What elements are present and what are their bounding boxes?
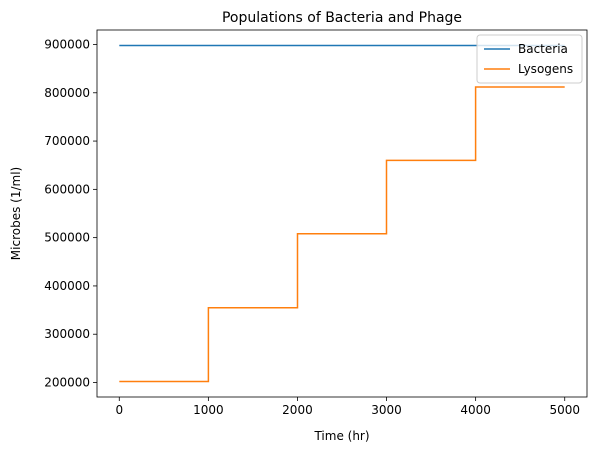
x-tick-label: 3000	[371, 403, 402, 417]
x-tick-label: 4000	[460, 403, 491, 417]
x-tick-label: 1000	[193, 403, 224, 417]
legend-box	[476, 34, 583, 84]
x-axis-label: Time (hr)	[313, 429, 369, 443]
legend: Bacteria Lysogens	[476, 34, 583, 84]
y-tick-label: 200000	[44, 376, 90, 390]
y-tick-label: 900000	[44, 37, 90, 51]
legend-label-lysogens: Lysogens	[518, 62, 573, 76]
x-tick-label: 2000	[282, 403, 313, 417]
y-tick-label: 700000	[44, 134, 90, 148]
y-axis-label: Microbes (1/ml)	[9, 167, 23, 260]
x-tick-label: 0	[115, 403, 123, 417]
series-line-lysogens	[119, 86, 565, 383]
y-tick-label: 400000	[44, 279, 90, 293]
y-tick-label: 600000	[44, 182, 90, 196]
y-tick-label: 300000	[44, 327, 90, 341]
y-tick-label: 500000	[44, 231, 90, 245]
axes-frame	[96, 29, 588, 398]
chart-title: Populations of Bacteria and Phage	[222, 10, 462, 26]
y-tick-label: 800000	[44, 86, 90, 100]
x-tick-label: 5000	[549, 403, 580, 417]
legend-label-bacteria: Bacteria	[518, 42, 568, 56]
